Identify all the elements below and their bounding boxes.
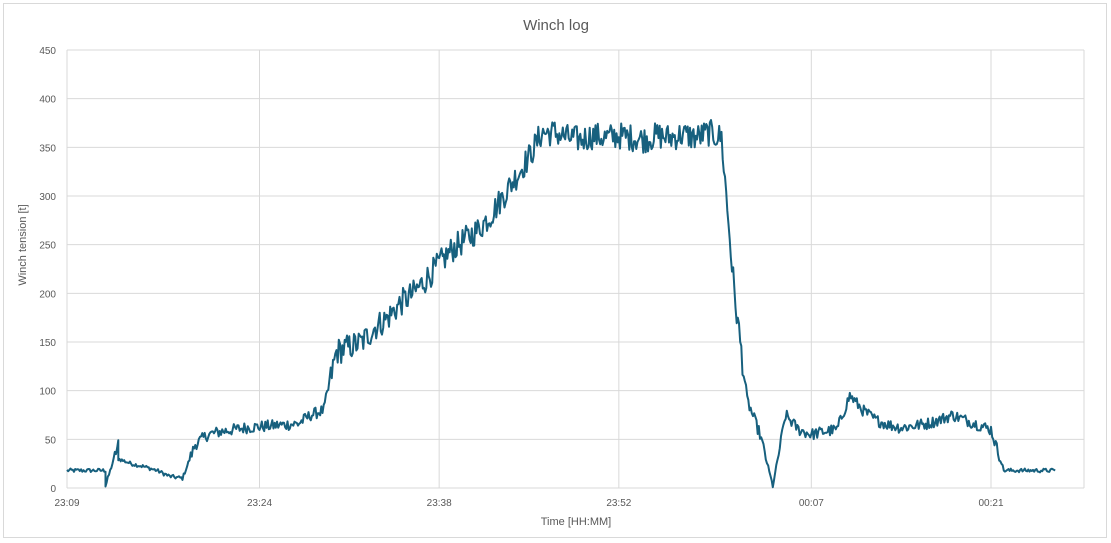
chart-title: Winch log: [523, 17, 589, 34]
x-tick-label: 23:09: [54, 498, 79, 509]
x-tick-label: 00:21: [978, 498, 1003, 509]
y-tick-label: 450: [39, 46, 56, 57]
y-tick-label: 100: [39, 387, 56, 398]
x-tick-label: 23:38: [427, 498, 452, 509]
x-tick-label: 00:07: [799, 498, 824, 509]
x-tick-label: 23:52: [606, 498, 631, 509]
y-tick-label: 300: [39, 192, 56, 203]
x-tick-label: 23:24: [247, 498, 272, 509]
y-tick-label: 200: [39, 289, 56, 300]
y-tick-label: 250: [39, 241, 56, 252]
x-axis-title: Time [HH:MM]: [541, 516, 611, 528]
y-tick-label: 0: [50, 484, 56, 495]
y-tick-label: 400: [39, 95, 56, 106]
y-axis-title: Winch tension [t]: [17, 204, 29, 285]
y-tick-label: 350: [39, 143, 56, 154]
y-tick-label: 50: [45, 435, 57, 446]
y-tick-label: 150: [39, 338, 56, 349]
series-line: [67, 120, 1055, 487]
